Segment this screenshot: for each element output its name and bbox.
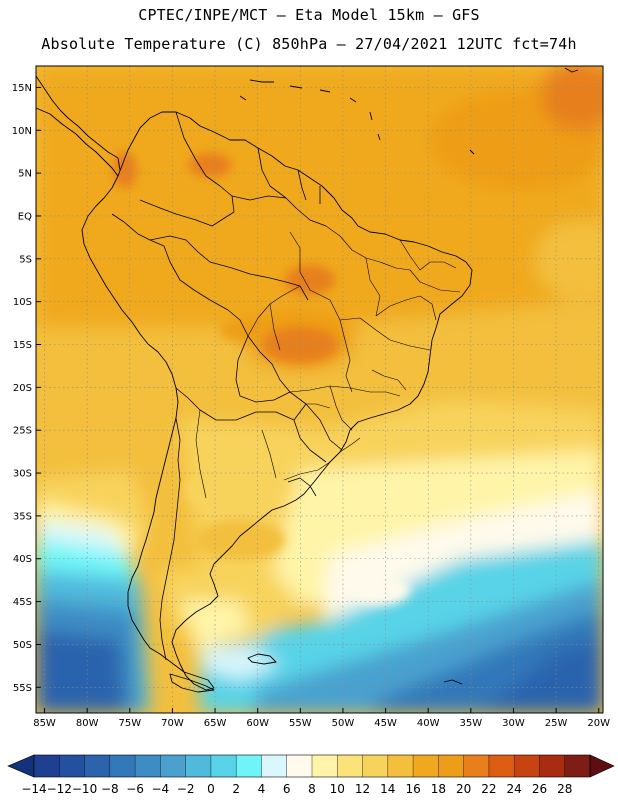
lat-tick-label: 10S xyxy=(13,297,32,308)
colorbar-label: 26 xyxy=(532,782,547,796)
colorbar-swatch xyxy=(286,755,313,777)
colorbar-label: 20 xyxy=(456,782,471,796)
colorbar-label: 12 xyxy=(355,782,370,796)
colorbar-label: −14 xyxy=(21,782,46,796)
lat-tick-label: 50S xyxy=(13,640,32,651)
lon-tick-label: 85W xyxy=(33,718,56,729)
colorbar-swatch xyxy=(539,755,565,777)
colorbar-swatch xyxy=(312,755,338,777)
lat-tick-label: 5N xyxy=(18,169,32,180)
latitude-axis: 15N 10N 5N EQ 5S 10S 15S 20S 25S 30S 35S 40S 45S 50S 5… xyxy=(12,83,41,694)
colorbar-label: −8 xyxy=(101,782,119,796)
lon-tick-label: 60W xyxy=(246,718,269,729)
colorbar-swatch xyxy=(488,755,515,777)
lat-tick-label: 30S xyxy=(13,469,32,480)
country-borders xyxy=(111,111,343,661)
colorbar-label: 0 xyxy=(207,782,215,796)
colorbar-label: 16 xyxy=(405,782,420,796)
colorbar-label: −10 xyxy=(72,782,97,796)
caribbean-islands xyxy=(239,67,579,155)
lon-tick-label: 65W xyxy=(204,718,227,729)
colorbar-label: −12 xyxy=(47,782,72,796)
south-georgia xyxy=(443,679,463,685)
colorbar-min-arrow xyxy=(7,754,35,778)
colorbar-swatch xyxy=(261,755,287,777)
lat-tick-label: 45S xyxy=(13,597,32,608)
colorbar-swatch xyxy=(135,755,161,777)
map-frame xyxy=(35,65,604,714)
lon-tick-label: 75W xyxy=(118,718,141,729)
lat-tick-label: 20S xyxy=(13,383,32,394)
colorbar-swatch xyxy=(387,755,414,777)
colorbar-label: 22 xyxy=(481,782,496,796)
lon-tick-label: 40W xyxy=(417,718,440,729)
title-line-2: Absolute Temperature (C) 850hPa — 27/04/… xyxy=(41,35,577,53)
colorbar-swatch xyxy=(413,755,439,777)
colorbar-label: 2 xyxy=(232,782,240,796)
colorbar-label: 24 xyxy=(507,782,522,796)
lon-tick-label: 70W xyxy=(161,718,184,729)
colorbar-label: 28 xyxy=(557,782,572,796)
colorbar-swatch xyxy=(185,755,212,777)
lat-tick-label: 35S xyxy=(13,511,32,522)
south-america-coastline xyxy=(81,111,473,691)
lon-tick-label: 55W xyxy=(289,718,312,729)
colorbar-swatch xyxy=(34,755,60,777)
colorbar-swatch xyxy=(109,755,136,777)
lon-tick-label: 45W xyxy=(374,718,397,729)
colorbar-label: −6 xyxy=(126,782,144,796)
graticule xyxy=(36,66,603,713)
lat-tick-label: 15N xyxy=(12,83,32,94)
longitude-axis: 85W 80W 75W 70W 65W 60W 55W 50W 45W 40W 35W 30W 25W 2… xyxy=(33,708,610,729)
colorbar-label: −4 xyxy=(152,782,170,796)
lon-tick-label: 50W xyxy=(332,718,355,729)
colorbar-label: 14 xyxy=(380,782,395,796)
lon-tick-label: 25W xyxy=(545,718,568,729)
colorbar-max-arrow xyxy=(589,754,615,778)
lon-tick-label: 35W xyxy=(460,718,483,729)
colorbar-label: 6 xyxy=(283,782,291,796)
coastline-borders xyxy=(36,67,579,693)
colorbar-swatch xyxy=(236,755,262,777)
lat-tick-label: 10N xyxy=(12,126,32,137)
colorbar-swatch xyxy=(210,755,237,777)
state-borders xyxy=(195,225,461,499)
lon-tick-label: 20W xyxy=(587,718,610,729)
title-line-1: CPTEC/INPE/MCT — Eta Model 15km — GFS xyxy=(138,6,480,24)
colorbar-label: 4 xyxy=(258,782,266,796)
lat-tick-label: 55S xyxy=(13,683,32,694)
lat-tick-label: 25S xyxy=(13,426,32,437)
colorbar-swatch xyxy=(514,755,540,777)
lon-tick-label: 80W xyxy=(76,718,99,729)
colorbar-swatch xyxy=(160,755,186,777)
colorbar-swatch xyxy=(564,755,591,777)
central-america-coastline xyxy=(36,75,121,177)
lat-tick-label: 5S xyxy=(19,254,32,265)
falklands xyxy=(247,653,277,665)
colorbar-label: 8 xyxy=(308,782,316,796)
lat-tick-label: EQ xyxy=(18,211,32,222)
colorbar-label: 18 xyxy=(431,782,446,796)
lat-tick-label: 40S xyxy=(13,554,32,565)
colorbar-swatch xyxy=(84,755,111,777)
temperature-field xyxy=(36,66,603,713)
colorbar-label: −2 xyxy=(177,782,195,796)
lat-tick-label: 15S xyxy=(13,340,32,351)
colorbar: −14 −12 −10 −8 −6 −4 −2 0 2 4 6 8 10 12 14 16 18 20 22 24 26… xyxy=(7,754,615,796)
colorbar-swatch xyxy=(438,755,464,777)
colorbar-swatch xyxy=(59,755,85,777)
lon-tick-label: 30W xyxy=(502,718,525,729)
colorbar-swatch xyxy=(337,755,363,777)
colorbar-label: 10 xyxy=(330,782,345,796)
colorbar-swatch xyxy=(463,755,490,777)
colorbar-swatch xyxy=(362,755,389,777)
tierra-del-fuego xyxy=(169,673,215,693)
